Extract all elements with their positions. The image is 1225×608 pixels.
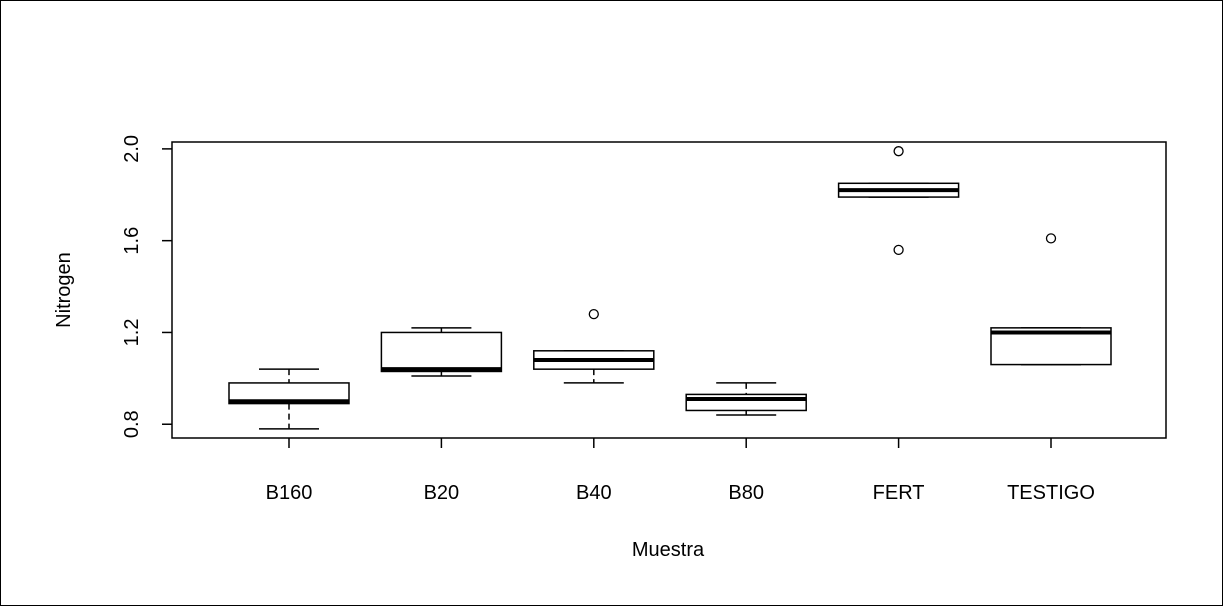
box-b80 xyxy=(685,382,807,416)
x-tick-label: B160 xyxy=(266,482,313,504)
boxplot-series xyxy=(228,146,1112,430)
x-tick-label: B80 xyxy=(728,482,764,504)
y-tick-label: 1.6 xyxy=(121,227,143,255)
iqr-box xyxy=(380,331,503,373)
y-tick-label: 2.0 xyxy=(121,135,143,163)
plot-area xyxy=(171,141,1167,439)
outlier-point xyxy=(893,244,904,255)
outlier-point xyxy=(1045,233,1057,244)
y-tick-label: 1.2 xyxy=(121,319,143,347)
outlier-point xyxy=(893,146,904,157)
y-tick-label: 0.8 xyxy=(121,410,143,438)
x-tick-label: B20 xyxy=(424,482,460,504)
y-axis: 0.8 1.2 1.6 2.0 xyxy=(121,135,172,438)
box-b40 xyxy=(533,308,655,384)
box-fert xyxy=(837,146,960,255)
box-testigo xyxy=(990,233,1112,366)
outlier-point xyxy=(588,308,599,320)
y-axis-label: Nitrogen xyxy=(53,252,75,328)
iqr-box xyxy=(685,393,807,412)
x-tick-label: TESTIGO xyxy=(1007,482,1095,504)
iqr-box xyxy=(228,382,350,405)
x-axis: B160 B20 B40 B80 FERT TESTIGO xyxy=(266,438,1095,504)
box-b160 xyxy=(228,368,350,430)
x-tick-label: B40 xyxy=(576,482,612,504)
x-axis-label: Muestra xyxy=(632,539,705,561)
box-b20 xyxy=(380,327,503,377)
x-tick-label: FERT xyxy=(873,482,925,504)
